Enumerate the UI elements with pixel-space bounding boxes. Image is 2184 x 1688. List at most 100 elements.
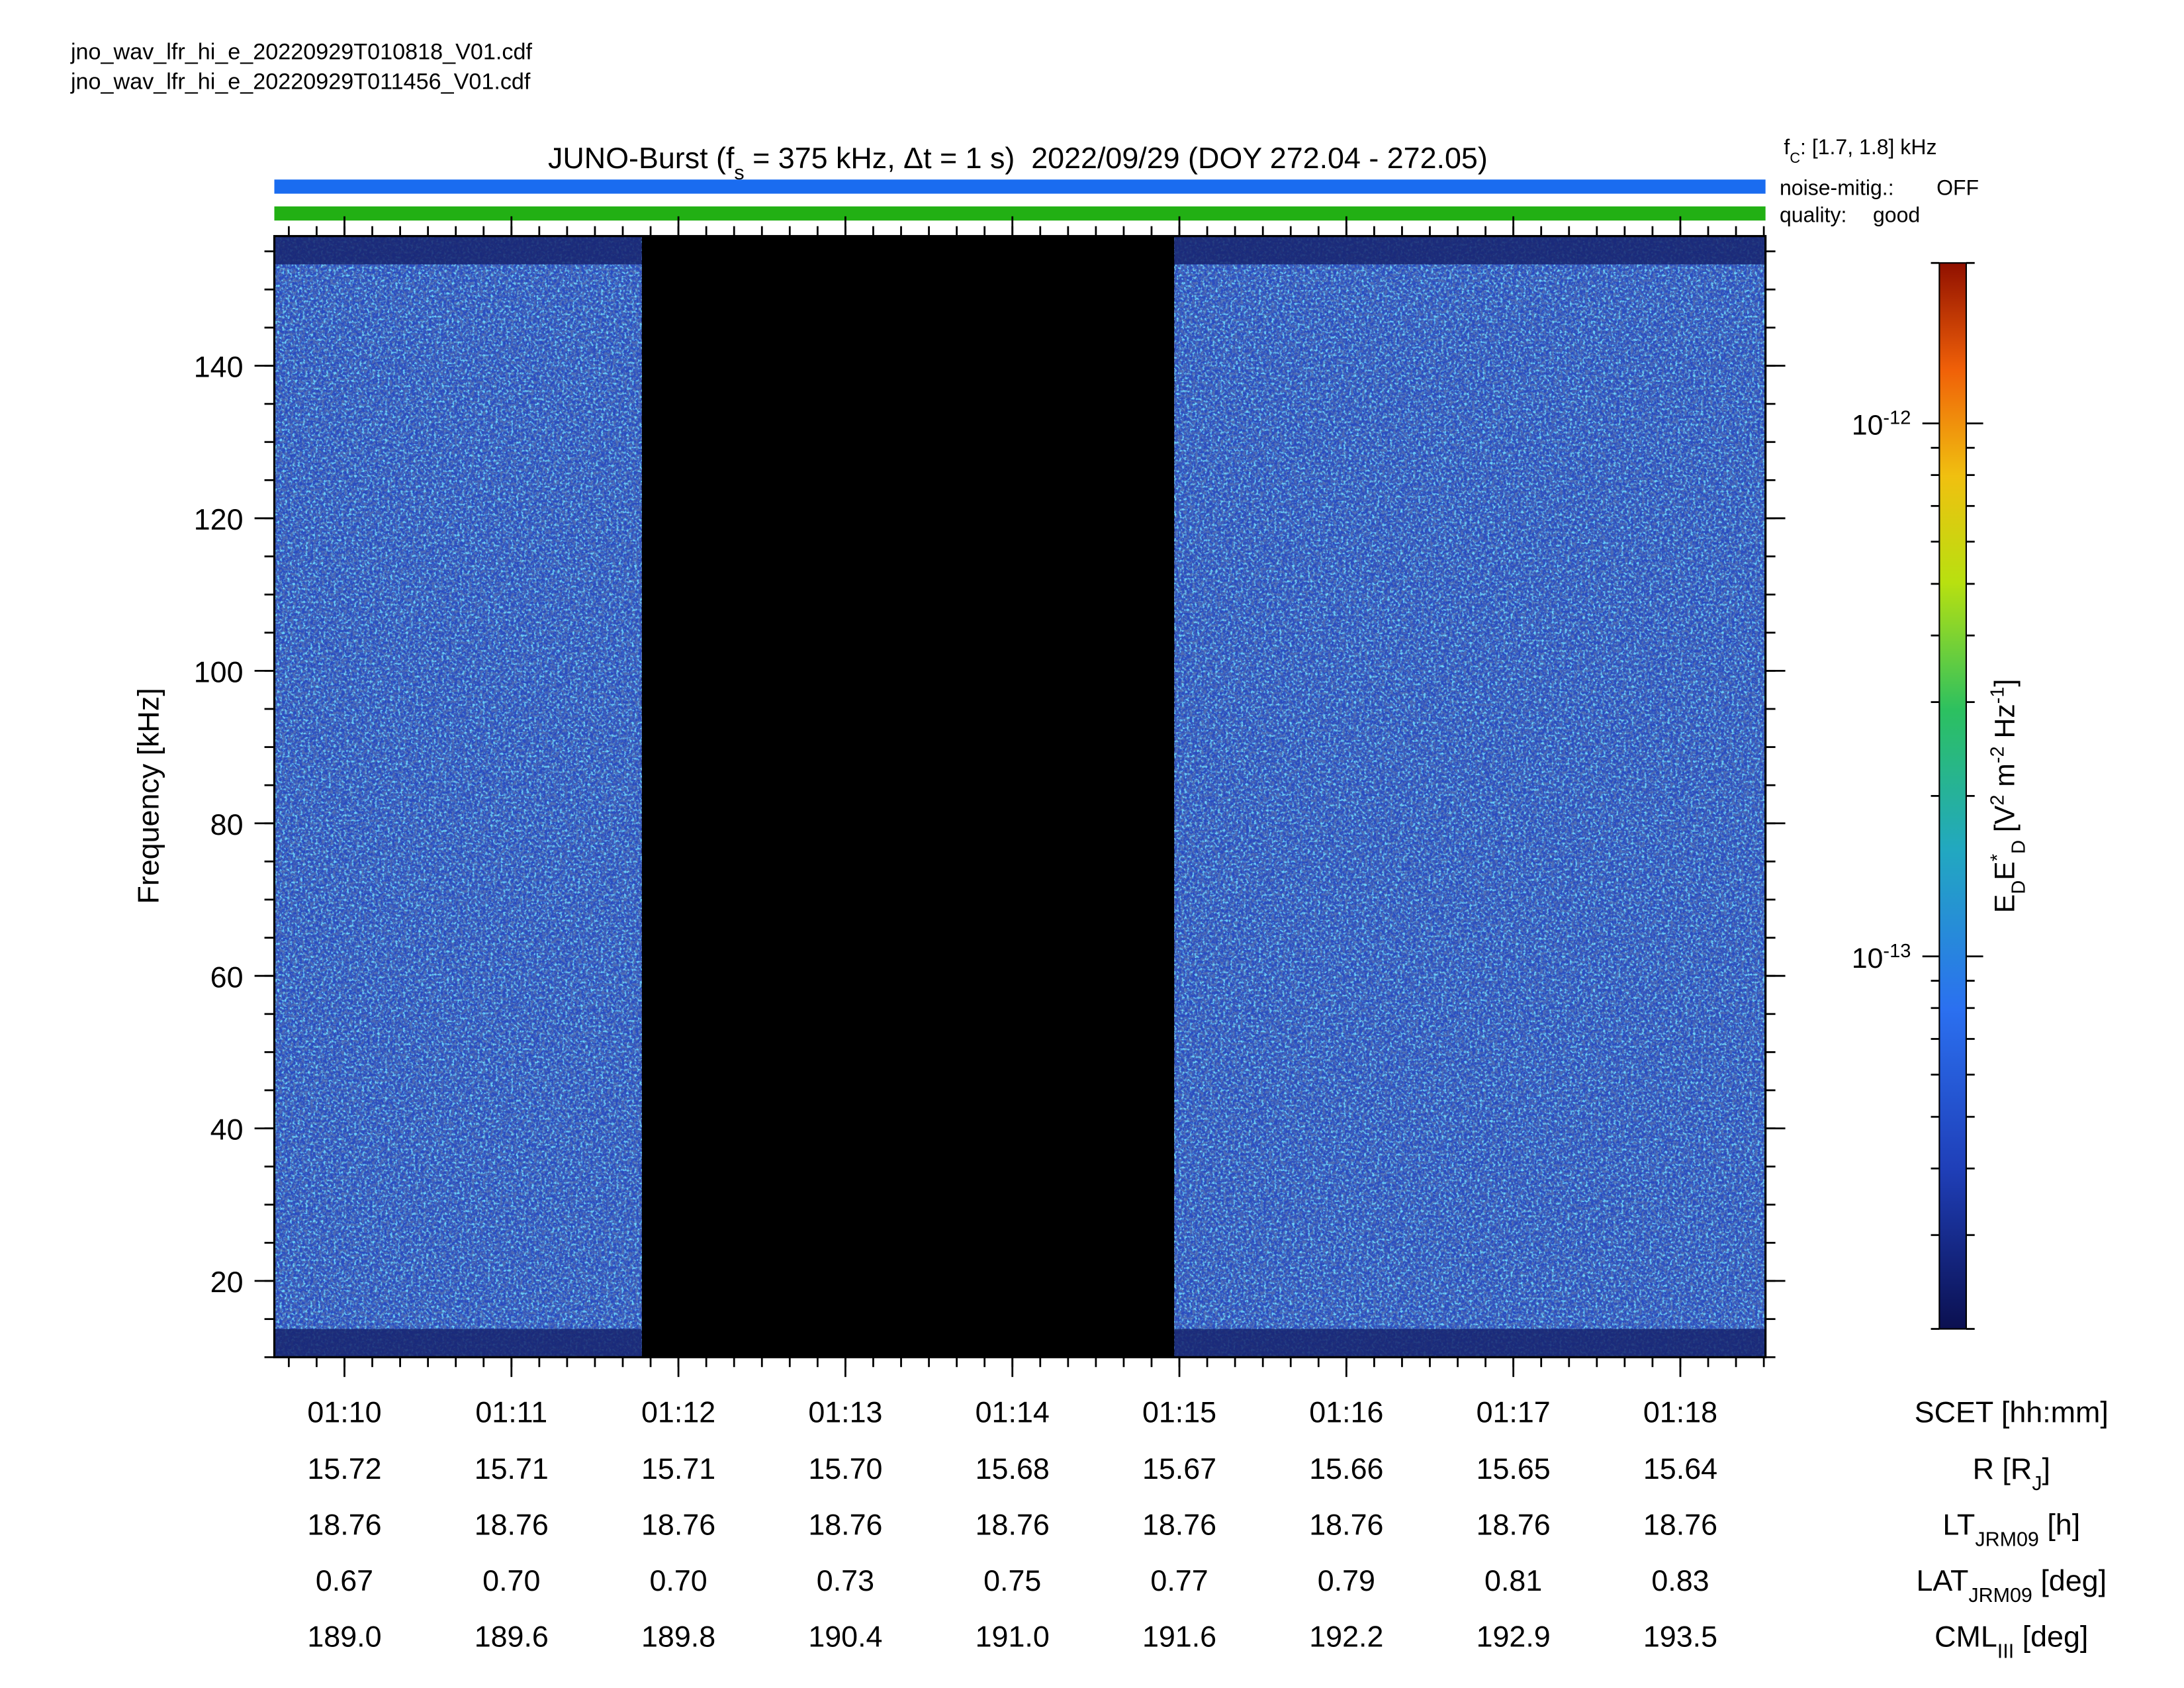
ephemeris-value: 18.76 (976, 1507, 1050, 1541)
x-tick-label: 01:15 (1142, 1395, 1216, 1429)
tick-base: 10 (1852, 410, 1884, 442)
row-label: R [RJ] (1973, 1452, 2050, 1495)
text-part: [V (1989, 805, 2021, 840)
text-part: LAT (1916, 1564, 1968, 1597)
noise-bar (274, 179, 1766, 194)
ephemeris-value: 18.76 (1477, 1507, 1551, 1541)
text-part: J (2032, 1472, 2042, 1495)
plot-area (273, 235, 1767, 1358)
ephemeris-value: 0.73 (817, 1564, 874, 1597)
text-part: C (1790, 149, 1800, 165)
text-part: III (1997, 1640, 2014, 1663)
text-part: * (1987, 854, 2009, 861)
text-part: ] (1989, 679, 2021, 687)
ephemeris-value: 190.4 (808, 1620, 882, 1654)
text-part: 2 (1987, 795, 2009, 806)
text-part: [deg] (2032, 1564, 2107, 1597)
ephemeris-value: 189.6 (475, 1620, 549, 1654)
text-part: = 375 kHz, Δt = 1 s) 2022/09/29 (DOY 272… (745, 141, 1488, 175)
colorbar (1938, 262, 1967, 1330)
text-part: m (1989, 763, 2021, 794)
ephemeris-value: 192.9 (1477, 1620, 1551, 1654)
ephemeris-value: 18.76 (475, 1507, 549, 1541)
x-tick-label: 01:12 (641, 1395, 715, 1429)
tick-exponent: -12 (1883, 408, 1911, 429)
ephemeris-value: 18.76 (1142, 1507, 1216, 1541)
text-part: f (1784, 135, 1790, 159)
ephemeris-value: 192.2 (1309, 1620, 1383, 1654)
ephemeris-value: 15.67 (1142, 1452, 1216, 1485)
ephemeris-value: 18.76 (1309, 1507, 1383, 1541)
noise-speckle (1174, 236, 1766, 1358)
x-tick-label: 01:14 (976, 1395, 1050, 1429)
y-tick-label: 80 (210, 808, 244, 841)
text-part: JUNO-Burst (f (548, 141, 735, 175)
band-bottom (1174, 1329, 1766, 1358)
noise-value: OFF (1936, 176, 1979, 200)
band-top (274, 236, 642, 265)
x-tick-label: 01:18 (1643, 1395, 1717, 1429)
frequency-cut: fC: [1.7, 1.8] kHz (1784, 135, 1936, 166)
ephemeris-value: 0.70 (649, 1564, 707, 1597)
ephemeris-value: 0.83 (1651, 1564, 1709, 1597)
tick-base: 10 (1852, 943, 1884, 974)
text-part: JRM09 (1975, 1528, 2039, 1550)
tick-exponent: -13 (1883, 941, 1911, 962)
text-part: s (734, 162, 744, 184)
text-part: [h] (2039, 1507, 2080, 1541)
ephemeris-value: 0.67 (316, 1564, 373, 1597)
x-tick-label: 01:10 (307, 1395, 381, 1429)
text-part: Hz (1989, 704, 2021, 746)
ephemeris-value: 0.79 (1318, 1564, 1375, 1597)
ephemeris-value: 193.5 (1643, 1620, 1717, 1654)
row-label: CMLIII [deg] (1934, 1620, 2088, 1663)
noise-label: noise-mitig.: (1780, 176, 1894, 200)
y-tick-label: 20 (210, 1265, 244, 1299)
y-tick-label: 120 (194, 502, 244, 536)
ephemeris-value: 189.0 (307, 1620, 381, 1654)
ephemeris-value: 18.76 (808, 1507, 882, 1541)
row-label: LTJRM09 [h] (1942, 1507, 2080, 1550)
text-part: LT (1942, 1507, 1975, 1541)
ephemeris-value: 15.72 (307, 1452, 381, 1485)
ephemeris-value: 15.71 (641, 1452, 715, 1485)
ephemeris-value: 18.76 (1643, 1507, 1717, 1541)
colorbar-tick-label: 10-13 (1852, 941, 1911, 974)
ephemeris-value: 0.75 (983, 1564, 1041, 1597)
ephemeris-value: 15.66 (1309, 1452, 1383, 1485)
colorbar-tick-label: 10-12 (1852, 408, 1911, 442)
ephemeris-value: 15.70 (808, 1452, 882, 1485)
colorbar-label: EDE*D [V2 m-2 Hz-1] (1987, 679, 2030, 914)
text-part: E (1989, 861, 2021, 880)
x-tick-label: 01:13 (808, 1395, 882, 1429)
x-tick-label: 01:11 (475, 1395, 547, 1429)
ephemeris-value: 18.76 (307, 1507, 381, 1541)
y-tick-label: 60 (210, 960, 244, 994)
text-part: -2 (1987, 746, 2009, 763)
file-name: jno_wav_lfr_hi_e_20220929T010818_V01.cdf (70, 40, 532, 65)
x-tick-label: 01:16 (1309, 1395, 1383, 1429)
file-name: jno_wav_lfr_hi_e_20220929T011456_V01.cdf (70, 70, 531, 95)
ephemeris-value: 15.68 (976, 1452, 1050, 1485)
ephemeris-value: 18.76 (641, 1507, 715, 1541)
quality-value: good (1873, 203, 1920, 226)
text-part: D (2009, 880, 2030, 894)
ephemeris-value: 15.71 (475, 1452, 549, 1485)
row-label: SCET [hh:mm] (1915, 1395, 2109, 1429)
text-part: CML (1934, 1620, 1997, 1654)
x-tick-label: 01:17 (1477, 1395, 1551, 1429)
text-part: : [1.7, 1.8] kHz (1800, 135, 1936, 159)
text-part: SCET [hh:mm] (1915, 1395, 2109, 1429)
ephemeris-value: 0.77 (1150, 1564, 1208, 1597)
ephemeris-value: 0.70 (482, 1564, 540, 1597)
ephemeris-value: 15.64 (1643, 1452, 1717, 1485)
ephemeris-value: 0.81 (1484, 1564, 1542, 1597)
ephemeris-value: 15.65 (1477, 1452, 1551, 1485)
ephemeris-value: 191.6 (1142, 1620, 1216, 1654)
y-axis-label: Frequency [kHz] (131, 688, 165, 904)
noise-speckle (274, 236, 642, 1358)
text-part: E (1989, 894, 2021, 913)
band-bottom (274, 1329, 642, 1358)
y-tick-label: 100 (194, 655, 244, 688)
